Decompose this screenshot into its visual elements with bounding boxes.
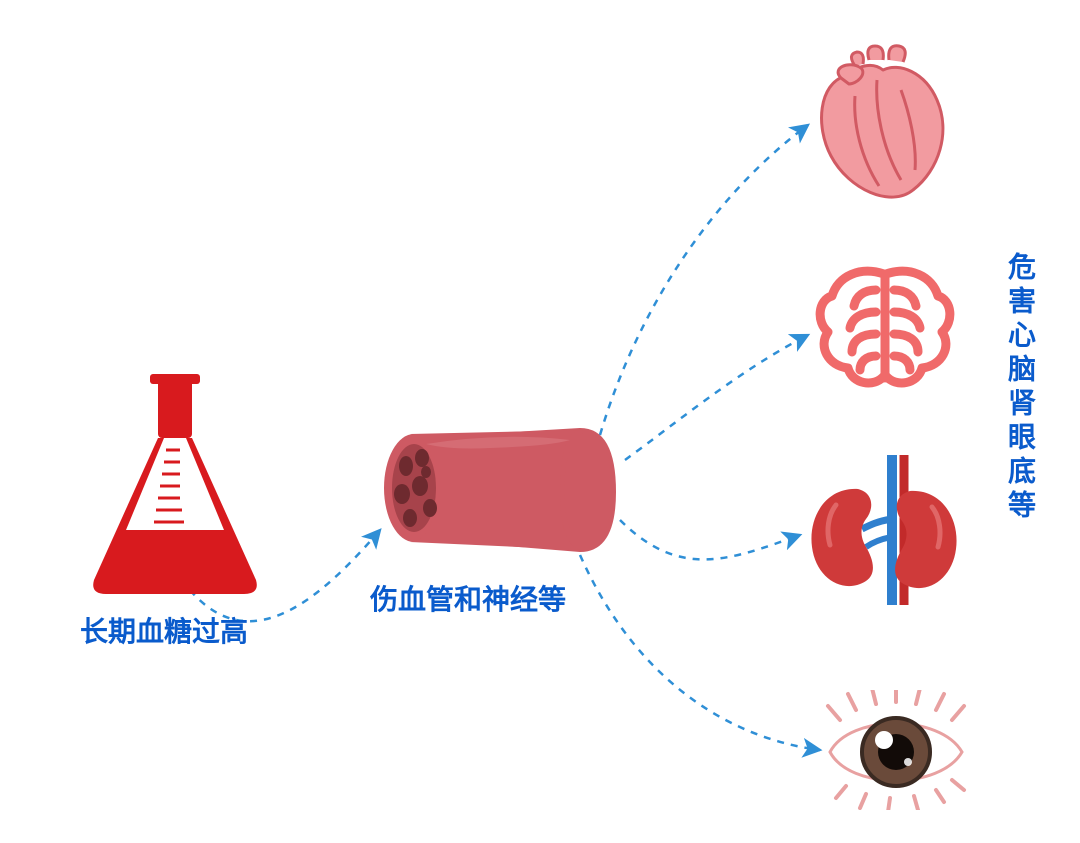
flask-icon [80,370,270,600]
eye-icon [820,690,970,810]
arrow-vessel-to-heart [600,125,808,435]
blood-vessel-icon [370,410,630,570]
diagram-canvas: 长期血糖过高 伤血管和神经等 危害心脑肾眼底等 [0,0,1080,843]
flask-label: 长期血糖过高 [80,610,248,650]
arrow-vessel-to-brain [625,335,808,460]
kidney-icon [800,455,965,605]
arrow-vessel-to-eye [580,555,820,750]
brain-icon [810,260,960,400]
arrow-vessel-to-kidney [620,520,800,559]
heart-icon [805,40,955,210]
vessel-label: 伤血管和神经等 [370,578,566,618]
organs-vertical-label: 危害心脑肾眼底等 [1000,252,1040,524]
